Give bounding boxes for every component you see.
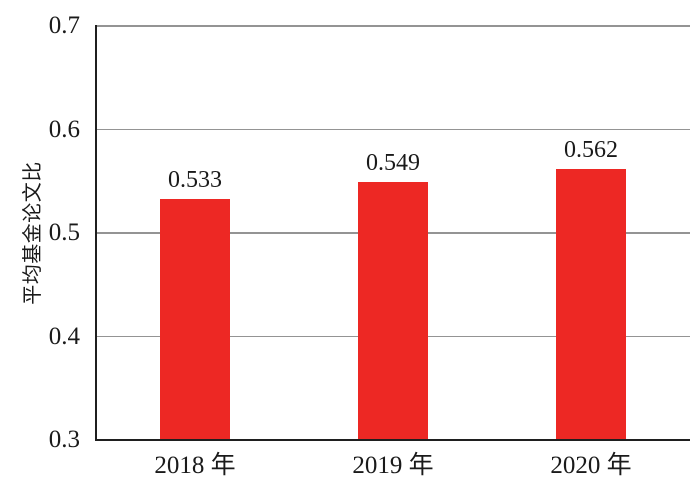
y-axis-line — [95, 25, 97, 441]
bar-value-label: 0.533 — [168, 166, 222, 193]
x-tick-label: 2020 年 — [550, 452, 632, 479]
gridline — [96, 128, 690, 131]
x-tick-label: 2019 年 — [352, 452, 434, 479]
x-axis-line — [95, 439, 690, 441]
y-tick-label: 0.6 — [48, 115, 80, 143]
bar — [556, 168, 626, 440]
y-tick-label: 0.7 — [48, 12, 80, 39]
bar-value-label: 0.562 — [564, 136, 618, 163]
y-tick-label: 0.3 — [48, 426, 80, 453]
bar — [358, 182, 428, 440]
y-tick-label: 0.5 — [48, 219, 80, 246]
x-tick-label: 2018 年 — [154, 452, 236, 479]
y-tick-label: 0.4 — [48, 322, 80, 350]
bar-value-label: 0.549 — [366, 150, 420, 177]
bar — [160, 198, 230, 440]
gridline — [96, 25, 690, 27]
